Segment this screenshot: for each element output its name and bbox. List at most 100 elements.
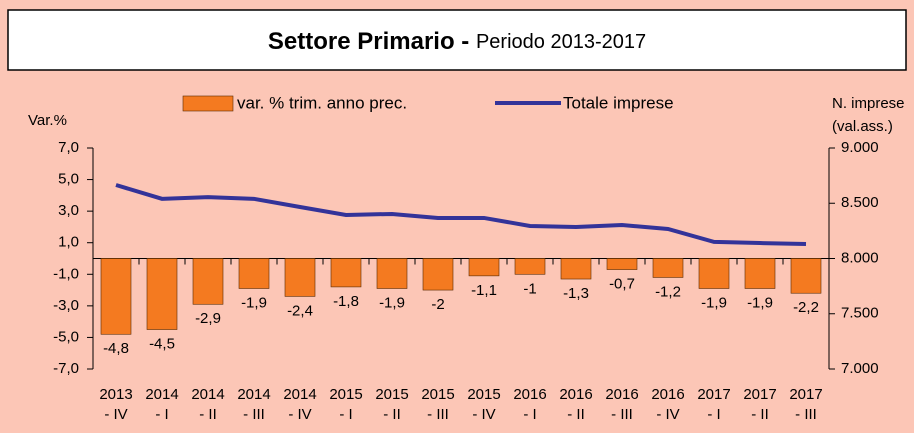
x-tick-label-line: 2015 xyxy=(375,386,408,403)
x-tick-label: 2016 - III xyxy=(605,386,638,423)
x-tick-label: 2015 - III xyxy=(421,386,454,423)
x-tick-label: 2014 - III xyxy=(237,386,270,423)
legend-swatch xyxy=(182,95,234,112)
bar xyxy=(514,258,546,275)
x-tick-label-line: 2014 xyxy=(237,386,270,403)
x-tick-label-line: 2017 xyxy=(789,386,822,403)
x-tick-label-line: - IV xyxy=(104,406,127,423)
data-label: -1,1 xyxy=(471,282,497,299)
data-label: -1,9 xyxy=(241,294,267,311)
x-tick-label: 2015 - I xyxy=(329,386,362,423)
x-tick-label-line: 2015 xyxy=(467,386,500,403)
bar xyxy=(284,258,316,297)
subtitle: Periodo 2013-2017 xyxy=(476,31,646,53)
y-axis-label: Var.% xyxy=(28,112,67,129)
x-tick-label-line: - III xyxy=(243,406,265,423)
x-tick-label-line: 2016 xyxy=(559,386,592,403)
title-box xyxy=(7,9,907,71)
chart-title: Settore Primario - Periodo 2013-2017 xyxy=(268,28,646,55)
bar xyxy=(652,258,684,278)
x-tick-label-line: - IV xyxy=(288,406,311,423)
y2-axis-label: N. imprese xyxy=(832,95,905,112)
x-tick-label: 2016 - II xyxy=(559,386,592,423)
data-label: -2,2 xyxy=(793,299,819,316)
x-tick-label-line: 2017 xyxy=(697,386,730,403)
y2-axis-label: (val.ass.) xyxy=(832,118,893,135)
bar xyxy=(238,258,270,289)
x-tick-label: 2017 - I xyxy=(697,386,730,423)
y2-tick-label: 8.500 xyxy=(841,194,879,211)
x-tick-label-line: - III xyxy=(427,406,449,423)
data-label: -1,8 xyxy=(333,293,359,310)
x-tick-label-line: 2016 xyxy=(513,386,546,403)
x-tick-label-line: 2014 xyxy=(191,386,224,403)
y-tick-label: -5,0 xyxy=(53,328,79,345)
data-label: -2,9 xyxy=(195,310,221,327)
x-tick-label-line: 2016 xyxy=(651,386,684,403)
y2-tick-label: 8.000 xyxy=(841,249,879,266)
y2-tick-label: 7.500 xyxy=(841,305,879,322)
data-label: -1,2 xyxy=(655,283,681,300)
y-tick-label: 1,0 xyxy=(58,234,79,251)
y-tick-label: -7,0 xyxy=(53,360,79,377)
x-tick-label: 2016 - IV xyxy=(651,386,684,423)
x-tick-label: 2015 - II xyxy=(375,386,408,423)
y2-tick-label: 7.000 xyxy=(841,360,879,377)
y-tick-label: -3,0 xyxy=(53,297,79,314)
bar xyxy=(744,258,776,289)
bar xyxy=(146,258,178,330)
title: Settore Primario - xyxy=(268,28,476,55)
legend-label: Totale imprese xyxy=(563,93,674,112)
data-label: -2,4 xyxy=(287,302,313,319)
data-label: -1 xyxy=(523,280,536,297)
bar xyxy=(790,258,822,294)
data-label: -0,7 xyxy=(609,276,635,293)
bar xyxy=(698,258,730,289)
y-tick-label: 5,0 xyxy=(58,171,79,188)
bar xyxy=(376,258,408,289)
y-tick-label: -1,0 xyxy=(53,265,79,282)
bar xyxy=(330,258,362,288)
x-tick-label: 2014 - IV xyxy=(283,386,316,423)
bar xyxy=(606,258,638,270)
x-tick-label-line: - I xyxy=(339,406,352,423)
x-tick-label-line: - II xyxy=(383,406,401,423)
x-tick-label-line: - I xyxy=(155,406,168,423)
x-tick-label: 2015 - IV xyxy=(467,386,500,423)
bar xyxy=(192,258,224,305)
x-tick-label: 2013 - IV xyxy=(99,386,132,423)
x-tick-label-line: - III xyxy=(795,406,817,423)
x-tick-label-line: 2015 xyxy=(329,386,362,403)
x-tick-label-line: - IV xyxy=(656,406,679,423)
x-tick-label-line: 2014 xyxy=(283,386,316,403)
x-tick-label: 2014 - II xyxy=(191,386,224,423)
x-tick-label-line: 2015 xyxy=(421,386,454,403)
line xyxy=(115,183,807,247)
x-tick-label-line: 2017 xyxy=(743,386,776,403)
bar xyxy=(468,258,500,277)
data-label: -1,9 xyxy=(701,294,727,311)
x-tick-label: 2014 - I xyxy=(145,386,178,423)
x-tick-label-line: - II xyxy=(751,406,769,423)
data-label: -2 xyxy=(431,296,444,313)
x-tick-label-line: - I xyxy=(523,406,536,423)
data-label: -1,9 xyxy=(747,294,773,311)
data-label: -4,8 xyxy=(103,340,129,357)
legend-label: var. % trim. anno prec. xyxy=(237,93,407,112)
y-tick-label: 3,0 xyxy=(58,202,79,219)
y-tick-label: 7,0 xyxy=(58,139,79,156)
data-label: -4,5 xyxy=(149,336,175,353)
x-tick-label-line: - IV xyxy=(472,406,495,423)
x-tick-label: 2016 - I xyxy=(513,386,546,423)
bar xyxy=(560,258,592,280)
x-tick-label-line: 2016 xyxy=(605,386,638,403)
x-tick-label-line: - I xyxy=(707,406,720,423)
x-tick-label: 2017 - II xyxy=(743,386,776,423)
x-tick-label-line: 2013 xyxy=(99,386,132,403)
x-tick-label: 2017 - III xyxy=(789,386,822,423)
data-label: -1,3 xyxy=(563,285,589,302)
x-tick-label-line: - II xyxy=(199,406,217,423)
x-tick-label-line: 2014 xyxy=(145,386,178,403)
x-tick-label-line: - III xyxy=(611,406,633,423)
